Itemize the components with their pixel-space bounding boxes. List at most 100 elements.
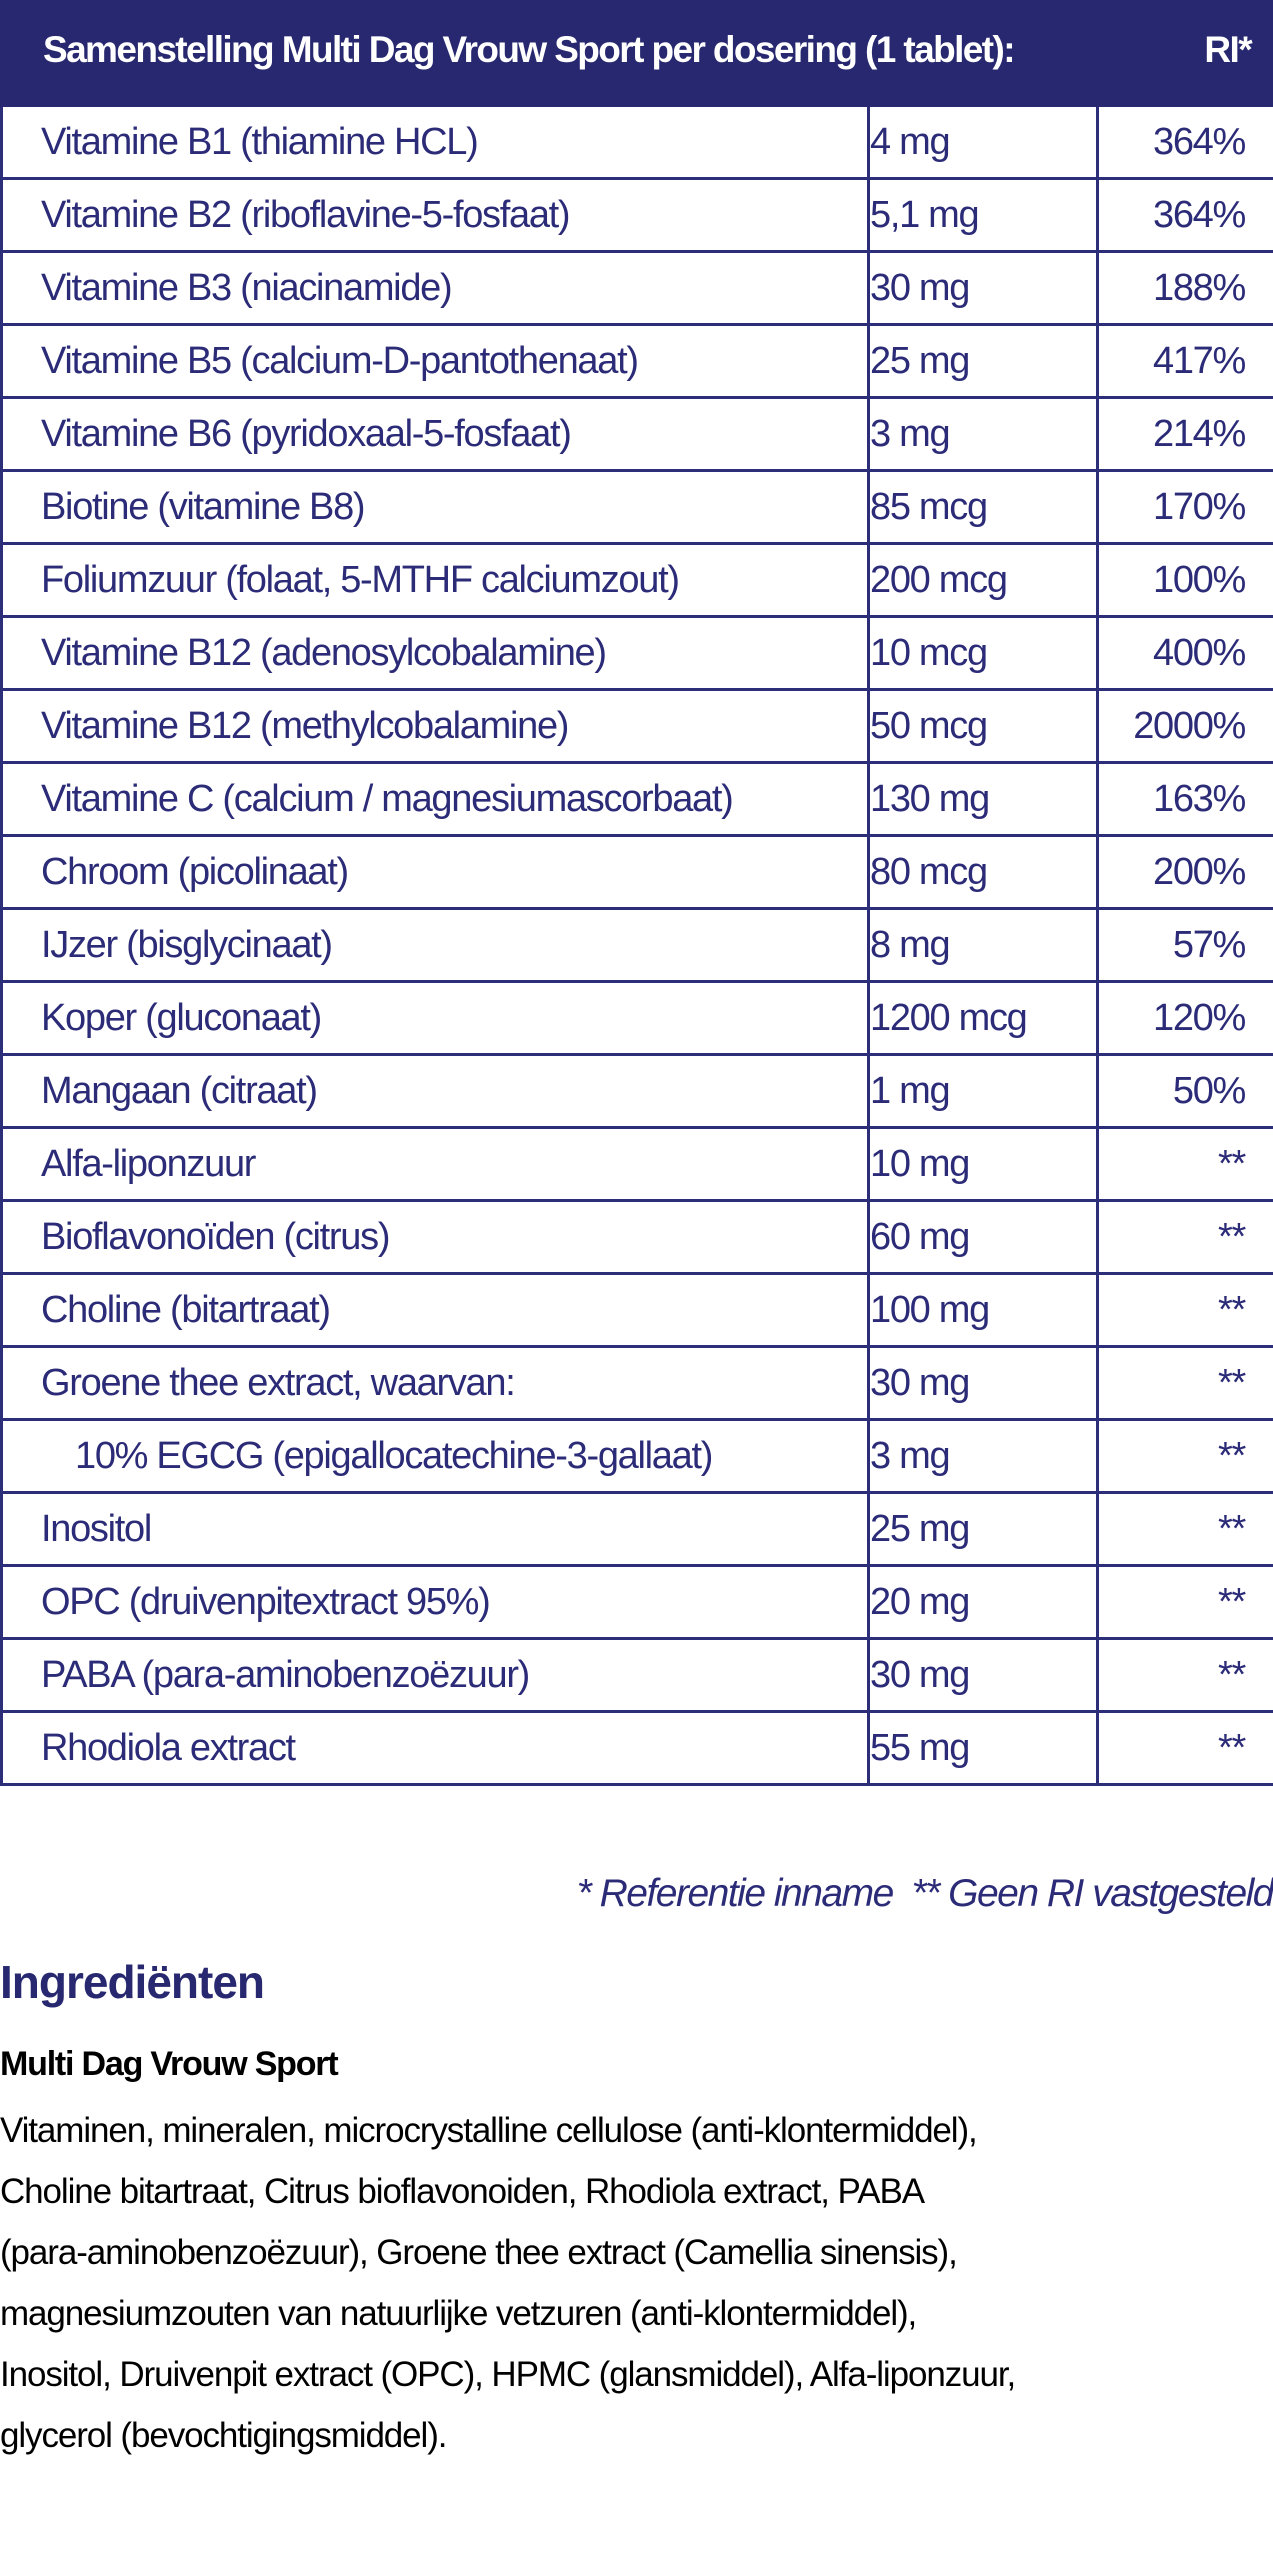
nutrient-name: Foliumzuur (folaat, 5-MTHF calciumzout) xyxy=(0,542,870,618)
table-row: Bioflavonoïden (citrus) 60 mg ** xyxy=(0,1199,1273,1275)
nutrient-amount: 100 mg xyxy=(866,1272,1100,1348)
nutrient-amount: 130 mg xyxy=(866,761,1100,837)
nutrient-ri: 170% xyxy=(1096,469,1273,545)
nutrient-amount: 30 mg xyxy=(866,250,1100,326)
nutrient-amount: 200 mcg xyxy=(866,542,1100,618)
nutrient-name: Vitamine B12 (methylcobalamine) xyxy=(0,688,870,764)
nutrient-amount: 30 mg xyxy=(866,1637,1100,1713)
nutrient-ri: ** xyxy=(1096,1564,1273,1640)
nutrient-ri: 163% xyxy=(1096,761,1273,837)
ingredients-line: (para-aminobenzoëzuur), Groene thee extr… xyxy=(0,2233,958,2272)
table-row: Biotine (vitamine B8) 85 mcg 170% xyxy=(0,469,1273,545)
table-row: Vitamine B12 (adenosylcobalamine) 10 mcg 4… xyxy=(0,615,1273,691)
nutrient-amount: 10 mg xyxy=(866,1126,1100,1202)
table-row: Groene thee extract, waarvan: 30 mg ** xyxy=(0,1345,1273,1421)
nutrient-ri: 100% xyxy=(1096,542,1273,618)
table-row: Vitamine B5 (calcium-D-pantothenaat) 25 m… xyxy=(0,323,1273,399)
nutrient-ri: 57% xyxy=(1096,907,1273,983)
ingredients-text: Vitaminen, mineralen, microcrystalline c… xyxy=(0,2100,1273,2466)
nutrient-name: PABA (para-aminobenzoëzuur) xyxy=(0,1637,870,1713)
nutrient-amount: 85 mcg xyxy=(866,469,1100,545)
ingredients-line: glycerol (bevochtigingsmiddel). xyxy=(0,2416,448,2455)
table-row: 10% EGCG (epigallocatechine-3-gallaat) 3 … xyxy=(0,1418,1273,1494)
nutrient-name: Vitamine C (calcium / magnesiumascorbaat… xyxy=(0,761,870,837)
nutrient-ri: ** xyxy=(1096,1345,1273,1421)
nutrient-name: Chroom (picolinaat) xyxy=(0,834,870,910)
nutrient-amount: 25 mg xyxy=(866,1491,1100,1567)
nutrient-ri: 214% xyxy=(1096,396,1273,472)
ingredients-line: Inositol, Druivenpit extract (OPC), HPMC… xyxy=(0,2355,1016,2394)
nutrient-amount: 3 mg xyxy=(866,1418,1100,1494)
nutrient-ri: ** xyxy=(1096,1199,1273,1275)
nutrient-ri: ** xyxy=(1096,1126,1273,1202)
nutrient-ri: ** xyxy=(1096,1637,1273,1713)
nutrient-ri: ** xyxy=(1096,1710,1273,1786)
nutrient-ri: ** xyxy=(1096,1491,1273,1567)
nutrient-ri: ** xyxy=(1096,1418,1273,1494)
nutrient-name: Vitamine B2 (riboflavine-5-fosfaat) xyxy=(0,177,870,253)
nutrient-ri: 50% xyxy=(1096,1053,1273,1129)
nutrient-name: Bioflavonoïden (citrus) xyxy=(0,1199,870,1275)
nutrient-ri: 200% xyxy=(1096,834,1273,910)
table-row: Choline (bitartraat) 100 mg ** xyxy=(0,1272,1273,1348)
table-row: Alfa-liponzuur 10 mg ** xyxy=(0,1126,1273,1202)
table-row: Inositol 25 mg ** xyxy=(0,1491,1273,1567)
table-header-ri: RI* xyxy=(1096,0,1273,107)
nutrient-amount: 80 mcg xyxy=(866,834,1100,910)
table-row: Vitamine B12 (methylcobalamine) 50 mcg 200… xyxy=(0,688,1273,764)
nutrient-amount: 1200 mcg xyxy=(866,980,1100,1056)
table-header: Samenstelling Multi Dag Vrouw Sport per … xyxy=(0,0,1273,107)
nutrient-ri: 400% xyxy=(1096,615,1273,691)
table-header-title: Samenstelling Multi Dag Vrouw Sport per … xyxy=(0,0,1100,107)
table-row: Foliumzuur (folaat, 5-MTHF calciumzout) 2… xyxy=(0,542,1273,618)
nutrient-name: Choline (bitartraat) xyxy=(0,1272,870,1348)
nutrient-name: Inositol xyxy=(0,1491,870,1567)
nutrient-amount: 3 mg xyxy=(866,396,1100,472)
ingredients-title: Ingrediënten xyxy=(0,1956,265,2008)
nutrient-amount: 30 mg xyxy=(866,1345,1100,1421)
table-row: Koper (gluconaat) 1200 mcg 120% xyxy=(0,980,1273,1056)
table-row: Mangaan (citraat) 1 mg 50% xyxy=(0,1053,1273,1129)
nutrient-amount: 8 mg xyxy=(866,907,1100,983)
table-row: IJzer (bisglycinaat) 8 mg 57% xyxy=(0,907,1273,983)
footnote: * Referentie inname ** Geen RI vastgeste… xyxy=(576,1872,1273,1915)
table-row: Rhodiola extract 55 mg ** xyxy=(0,1710,1273,1786)
nutrient-ri: 417% xyxy=(1096,323,1273,399)
table-row: Vitamine B6 (pyridoxaal-5-fosfaat) 3 mg 21… xyxy=(0,396,1273,472)
nutrient-name: Vitamine B12 (adenosylcobalamine) xyxy=(0,615,870,691)
ingredients-line: Choline bitartraat, Citrus bioflavonoide… xyxy=(0,2172,925,2211)
ingredients-line: magnesiumzouten van natuurlijke vetzuren… xyxy=(0,2294,917,2333)
nutrient-ri: ** xyxy=(1096,1272,1273,1348)
table-row: PABA (para-aminobenzoëzuur) 30 mg ** xyxy=(0,1637,1273,1713)
nutrient-ri: 2000% xyxy=(1096,688,1273,764)
nutrient-name: Groene thee extract, waarvan: xyxy=(0,1345,870,1421)
nutrient-name: Koper (gluconaat) xyxy=(0,980,870,1056)
nutrient-name: Vitamine B6 (pyridoxaal-5-fosfaat) xyxy=(0,396,870,472)
nutrient-name: 10% EGCG (epigallocatechine-3-gallaat) xyxy=(0,1418,870,1494)
nutrient-amount: 4 mg xyxy=(866,104,1100,180)
table-row: Vitamine B3 (niacinamide) 30 mg 188% xyxy=(0,250,1273,326)
nutrient-amount: 1 mg xyxy=(866,1053,1100,1129)
table-row: Vitamine B1 (thiamine HCL) 4 mg 364% xyxy=(0,104,1273,180)
nutrient-name: Rhodiola extract xyxy=(0,1710,870,1786)
table-row: Chroom (picolinaat) 80 mcg 200% xyxy=(0,834,1273,910)
nutrient-name: Vitamine B5 (calcium-D-pantothenaat) xyxy=(0,323,870,399)
nutrient-ri: 120% xyxy=(1096,980,1273,1056)
nutrient-amount: 10 mcg xyxy=(866,615,1100,691)
table-row: OPC (druivenpitextract 95%) 20 mg ** xyxy=(0,1564,1273,1640)
table-row: Vitamine B2 (riboflavine-5-fosfaat) 5,1 m… xyxy=(0,177,1273,253)
nutrition-table: Samenstelling Multi Dag Vrouw Sport per … xyxy=(0,0,1273,1786)
nutrient-name: Vitamine B3 (niacinamide) xyxy=(0,250,870,326)
nutrient-name: Vitamine B1 (thiamine HCL) xyxy=(0,104,870,180)
nutrient-ri: 364% xyxy=(1096,104,1273,180)
nutrient-name: Mangaan (citraat) xyxy=(0,1053,870,1129)
nutrient-amount: 25 mg xyxy=(866,323,1100,399)
table-row: Vitamine C (calcium / magnesiumascorbaat… xyxy=(0,761,1273,837)
ingredients-line: Vitaminen, mineralen, microcrystalline c… xyxy=(0,2111,978,2150)
nutrient-amount: 5,1 mg xyxy=(866,177,1100,253)
nutrient-amount: 55 mg xyxy=(866,1710,1100,1786)
nutrient-ri: 364% xyxy=(1096,177,1273,253)
nutrient-ri: 188% xyxy=(1096,250,1273,326)
nutrient-amount: 50 mcg xyxy=(866,688,1100,764)
nutrient-name: OPC (druivenpitextract 95%) xyxy=(0,1564,870,1640)
